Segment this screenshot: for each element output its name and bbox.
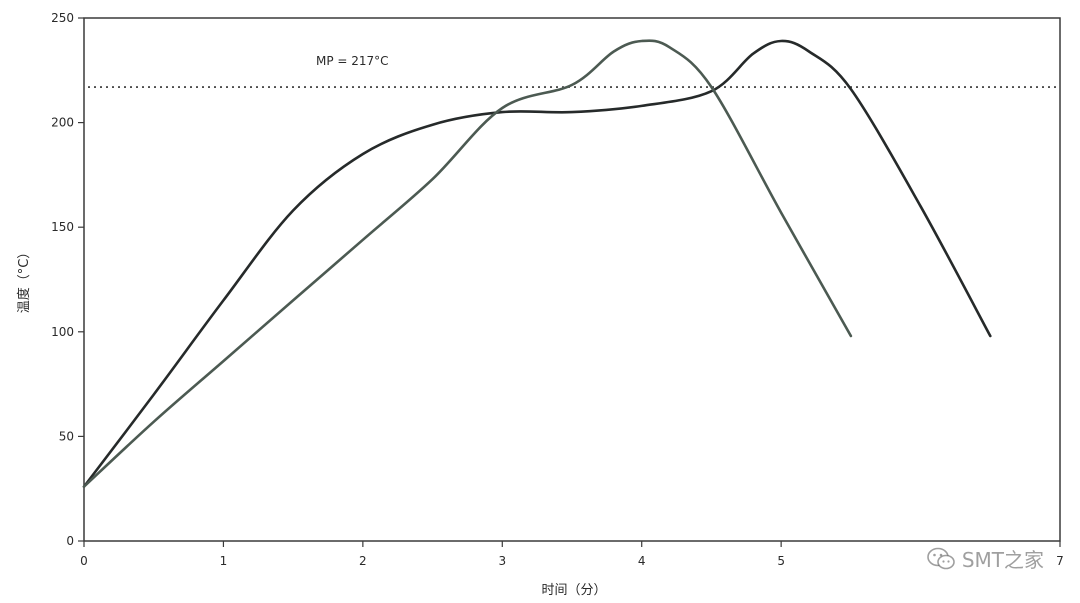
melting-point-label: MP = 217°C xyxy=(316,54,389,68)
x-tick-label: 3 xyxy=(498,554,506,568)
x-tick-label: 2 xyxy=(359,554,367,568)
x-axis-title: 时间（分） xyxy=(541,583,606,598)
plot-frame xyxy=(83,17,1061,542)
y-tick-label: 50 xyxy=(59,429,74,443)
x-axis-ticks: 0 1 2 3 4 5 7 xyxy=(80,541,1064,568)
wechat-icon xyxy=(926,546,956,572)
watermark: SMT之家 xyxy=(926,544,1044,573)
watermark-text: SMT之家 xyxy=(961,548,1044,572)
y-axis-ticks: 0 50 100 150 200 250 xyxy=(51,11,84,548)
y-tick-label: 150 xyxy=(51,220,74,234)
series-layer xyxy=(82,39,992,488)
y-axis-title: 温度（°C） xyxy=(16,246,32,314)
y-tick-label: 250 xyxy=(51,11,74,25)
x-tick-label: 5 xyxy=(777,554,785,568)
series-line-2 xyxy=(82,39,853,488)
x-tick-label: 7 xyxy=(1056,554,1064,568)
x-tick-label: 4 xyxy=(638,554,646,568)
y-tick-label: 0 xyxy=(66,534,74,548)
x-tick-label: 0 xyxy=(80,554,88,568)
y-tick-label: 200 xyxy=(51,116,74,130)
y-tick-label: 100 xyxy=(51,325,74,339)
series-line-1 xyxy=(82,39,992,488)
x-tick-label: 1 xyxy=(220,554,228,568)
